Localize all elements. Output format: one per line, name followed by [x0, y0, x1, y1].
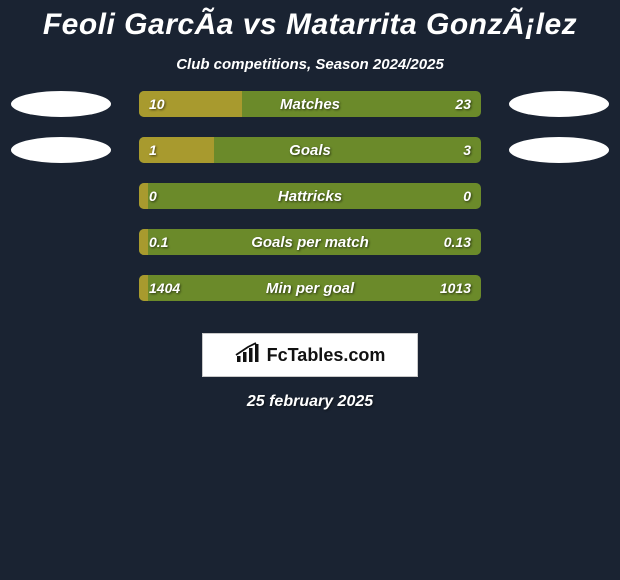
stat-label: Goals per match — [139, 229, 481, 255]
stat-row: 13Goals — [0, 137, 620, 163]
avatar-right — [509, 91, 609, 117]
stat-row: 0 0Hattricks — [0, 183, 620, 209]
stat-bar: 13Goals — [139, 137, 481, 163]
bar-fill-left — [139, 183, 148, 209]
stat-value-left: 0 — [149, 183, 157, 209]
bar-fill-left — [139, 275, 148, 301]
stat-value-right: 23 — [455, 91, 471, 117]
stat-value-right: 0.13 — [444, 229, 471, 255]
avatar-left — [11, 137, 111, 163]
bar-fill-left — [139, 229, 148, 255]
stat-row: 1023Matches — [0, 91, 620, 117]
stat-value-left: 0.1 — [149, 229, 168, 255]
stat-value-right: 3 — [463, 137, 471, 163]
avatar-right — [509, 137, 609, 163]
stat-bar: 1023Matches — [139, 91, 481, 117]
stat-row: 0.1 0.13Goals per match — [0, 229, 620, 255]
stat-bar: 0 0Hattricks — [139, 183, 481, 209]
date: 25 february 2025 — [247, 393, 373, 411]
stat-value-left: 10 — [149, 91, 165, 117]
avatar-left — [11, 91, 111, 117]
stat-value-left: 1404 — [149, 275, 180, 301]
subtitle: Club competitions, Season 2024/2025 — [176, 56, 444, 73]
stat-label: Hattricks — [139, 183, 481, 209]
stat-label: Min per goal — [139, 275, 481, 301]
stat-value-left: 1 — [149, 137, 157, 163]
page-title: Feoli GarcÃ­a vs Matarrita GonzÃ¡lez — [43, 8, 577, 42]
stat-bar: 1404 1013Min per goal — [139, 275, 481, 301]
stat-bar: 0.1 0.13Goals per match — [139, 229, 481, 255]
logo-text: FcTables.com — [267, 345, 386, 366]
comparison-container: Feoli GarcÃ­a vs Matarrita GonzÃ¡lez Clu… — [0, 0, 620, 411]
stat-value-right: 1013 — [440, 275, 471, 301]
barchart-icon — [235, 342, 261, 369]
logo-box: FcTables.com — [202, 333, 418, 377]
stat-value-right: 0 — [463, 183, 471, 209]
stat-row: 1404 1013Min per goal — [0, 275, 620, 301]
